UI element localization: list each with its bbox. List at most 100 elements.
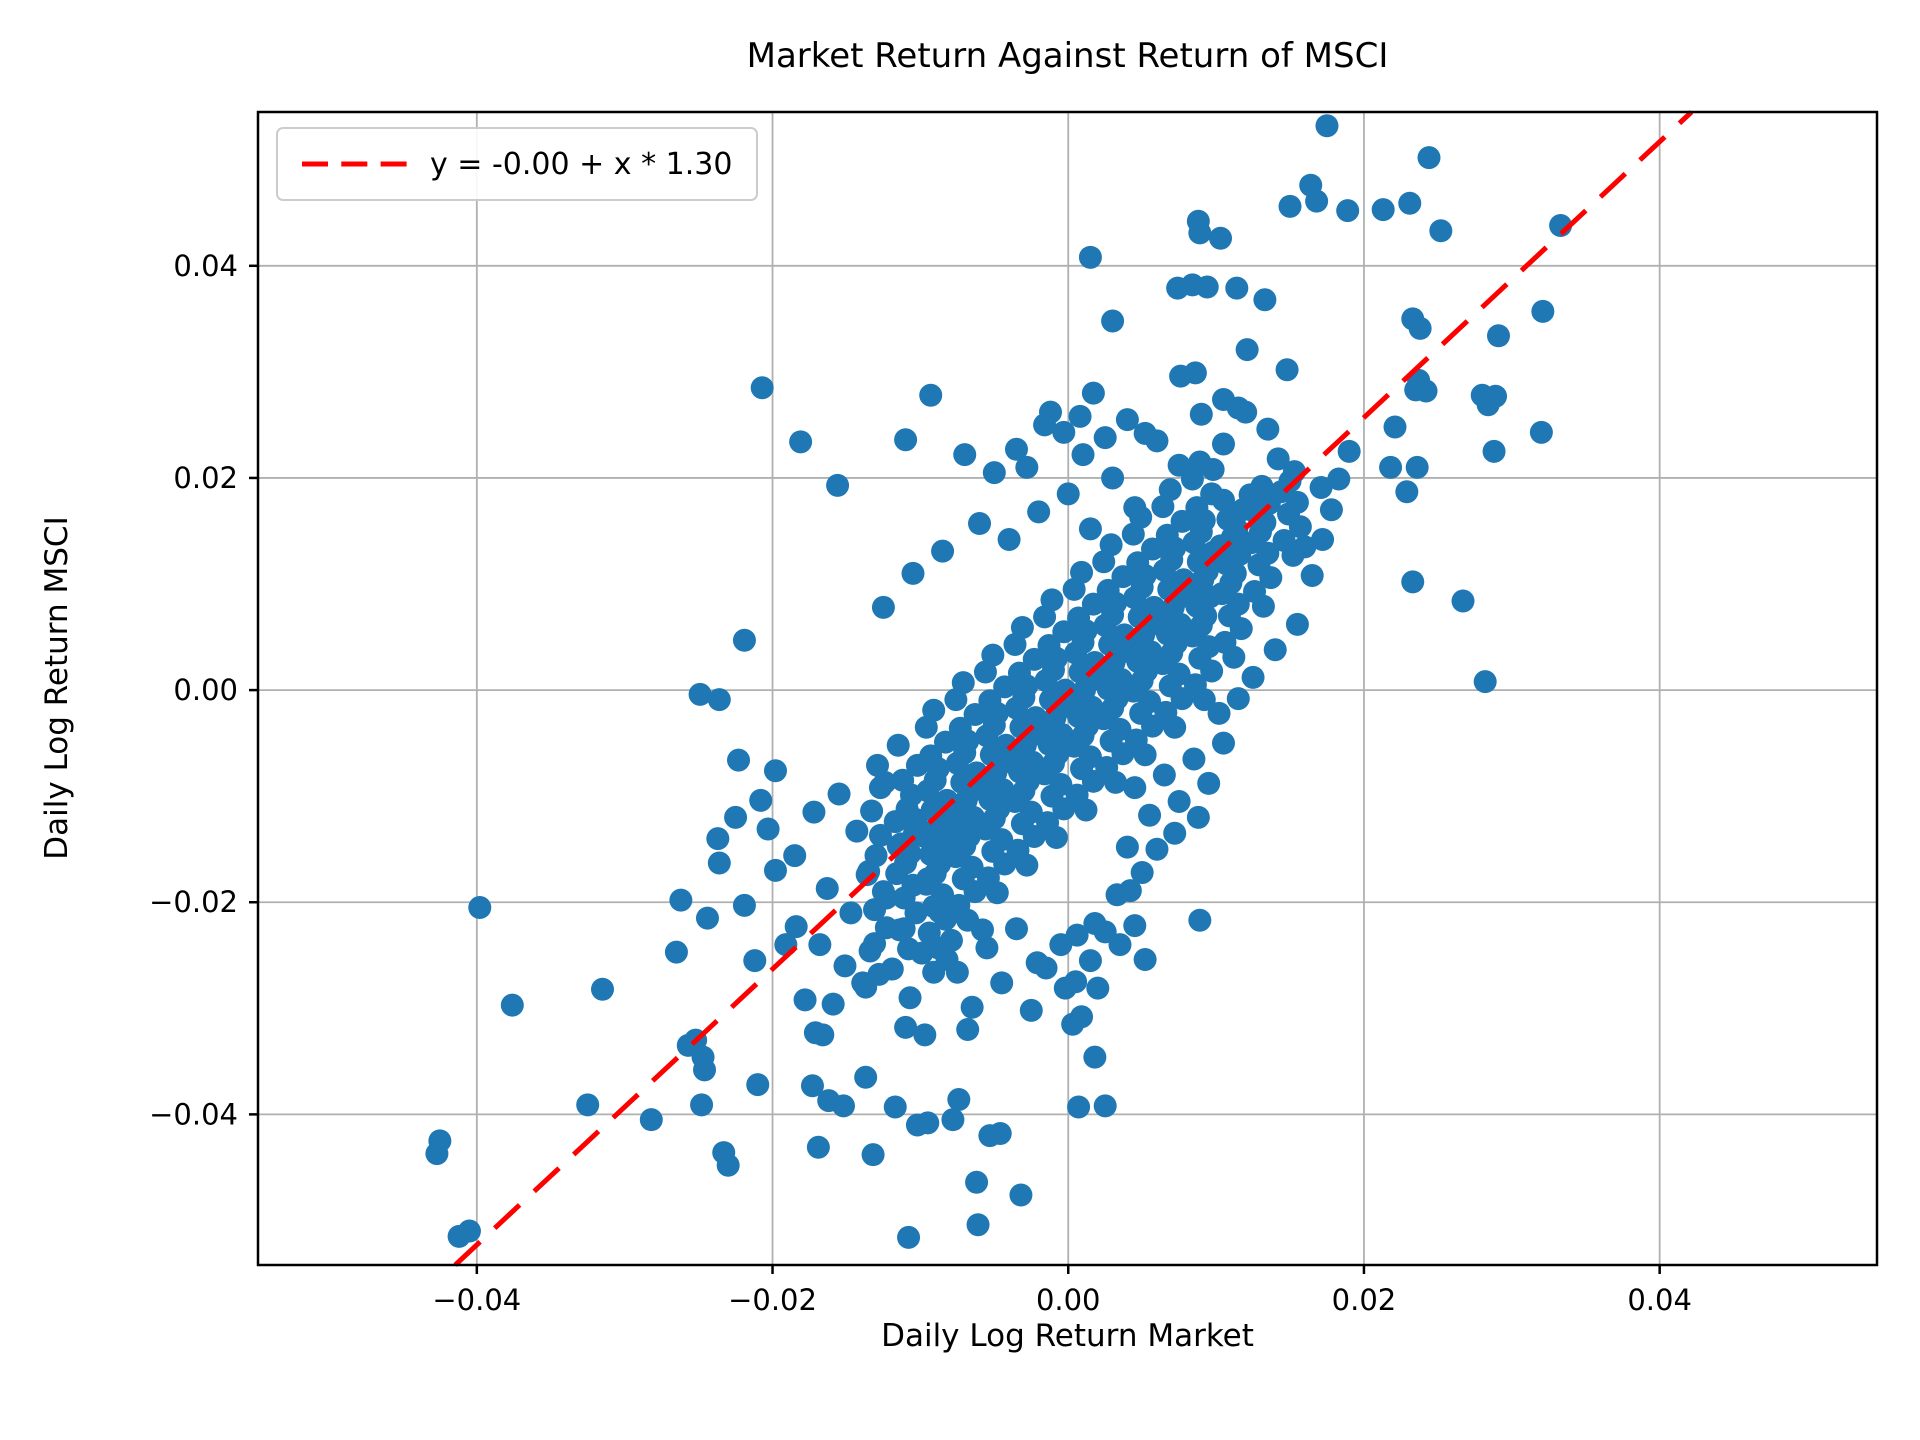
- scatter-point: [1188, 450, 1212, 474]
- y-tick-label: 0.04: [173, 249, 238, 283]
- scatter-point: [919, 744, 943, 768]
- scatter-point: [1068, 404, 1092, 428]
- scatter-point: [500, 993, 524, 1017]
- scatter-point: [864, 844, 888, 868]
- scatter-point: [833, 954, 857, 978]
- scatter-point: [1155, 523, 1179, 547]
- scatter-point: [1138, 803, 1162, 827]
- scatter-point: [1130, 861, 1154, 885]
- scatter-point: [1004, 917, 1028, 941]
- scatter-point: [1101, 309, 1125, 333]
- scatter-point: [1056, 482, 1080, 506]
- scatter-point: [1078, 517, 1102, 541]
- scatter-point: [1015, 455, 1039, 479]
- scatter-point: [978, 689, 1002, 713]
- scatter-point: [1309, 475, 1333, 499]
- x-axis-label: Daily Log Return Market: [881, 1318, 1254, 1354]
- scatter-point: [1383, 415, 1407, 439]
- scatter-point: [960, 855, 984, 879]
- scatter-point: [990, 971, 1014, 995]
- scatter-point: [901, 561, 925, 585]
- scatter-point: [951, 671, 975, 695]
- scatter-point: [1115, 835, 1139, 859]
- scatter-point: [1040, 588, 1064, 612]
- scatter-point: [1141, 537, 1165, 561]
- scatter-point: [1049, 933, 1073, 957]
- scatter-point: [861, 1143, 885, 1167]
- scatter-point: [948, 716, 972, 740]
- scatter-point: [1486, 324, 1510, 348]
- scatter-point: [966, 1213, 990, 1237]
- scatter-point: [756, 817, 780, 841]
- scatter-point: [894, 428, 918, 452]
- scatter-point: [1278, 194, 1302, 218]
- scatter-point: [793, 988, 817, 1012]
- scatter-point: [1185, 496, 1209, 520]
- scatter-point: [1405, 455, 1429, 479]
- scatter-point: [1163, 821, 1187, 845]
- scatter-point: [802, 800, 826, 824]
- y-tick-label: 0.00: [173, 673, 238, 707]
- scatter-point: [1027, 500, 1051, 524]
- scatter-point: [590, 977, 614, 1001]
- scatter-point: [976, 866, 1000, 890]
- scatter-point: [960, 995, 984, 1019]
- scatter-point: [1006, 838, 1030, 862]
- y-tick-label: −0.04: [149, 1097, 238, 1131]
- scatter-point: [1111, 565, 1135, 589]
- scatter-point: [1189, 402, 1213, 426]
- legend-dashed-line-sample: [302, 161, 408, 167]
- scatter-point: [1305, 189, 1329, 213]
- legend: y = -0.00 + x * 1.30: [276, 127, 759, 201]
- scatter-point: [639, 1108, 663, 1132]
- scatter-point: [1263, 638, 1287, 662]
- scatter-point: [690, 1093, 714, 1117]
- scatter-point: [839, 901, 863, 925]
- scatter-point: [784, 915, 808, 939]
- scatter-point: [1071, 443, 1095, 467]
- scatter-point: [1337, 439, 1361, 463]
- scatter-point: [854, 1065, 878, 1089]
- scatter-point: [1101, 466, 1125, 490]
- scatter-point: [727, 748, 751, 772]
- scatter-point: [1241, 665, 1265, 689]
- scatter-point: [447, 1224, 471, 1248]
- scatter-point: [1379, 455, 1403, 479]
- scatter-point: [1138, 690, 1162, 714]
- scatter-point: [854, 975, 878, 999]
- scatter-point: [1484, 384, 1508, 408]
- chart-title: Market Return Against Return of MSCI: [746, 36, 1389, 76]
- x-tick-label: 0.00: [1036, 1283, 1101, 1317]
- scatter-point: [1482, 439, 1506, 463]
- scatter-point: [1213, 630, 1237, 654]
- scatter-point: [1285, 490, 1309, 514]
- scatter-point: [1129, 505, 1153, 529]
- scatter-point: [1275, 358, 1299, 382]
- scatter-point: [1285, 612, 1309, 636]
- scatter-point: [855, 863, 879, 887]
- scatter-point: [1133, 421, 1157, 445]
- scatter-point: [982, 461, 1006, 485]
- scatter-point: [832, 1094, 856, 1118]
- scatter-point: [695, 906, 719, 930]
- scatter-point: [963, 702, 987, 726]
- scatter-point: [1010, 616, 1034, 640]
- scatter-point: [1300, 564, 1324, 588]
- scatter-point: [1319, 498, 1343, 522]
- scatter-point: [827, 782, 851, 806]
- scatter-point: [883, 1095, 907, 1119]
- scatter-point: [1188, 908, 1212, 932]
- scatter-point: [868, 823, 892, 847]
- scatter-point: [894, 1015, 918, 1039]
- scatter-point: [993, 675, 1017, 699]
- scatter-point: [743, 949, 767, 973]
- scatter-point: [1327, 467, 1351, 491]
- scatter-point: [1064, 970, 1088, 994]
- y-tick-label: −0.02: [149, 885, 238, 919]
- y-axis-label: Daily Log Return MSCI: [39, 516, 75, 860]
- scatter-point: [871, 880, 895, 904]
- scatter-point: [1211, 432, 1235, 456]
- scatter-point: [1067, 606, 1091, 630]
- scatter-point: [947, 893, 971, 917]
- scatter-point: [1078, 245, 1102, 269]
